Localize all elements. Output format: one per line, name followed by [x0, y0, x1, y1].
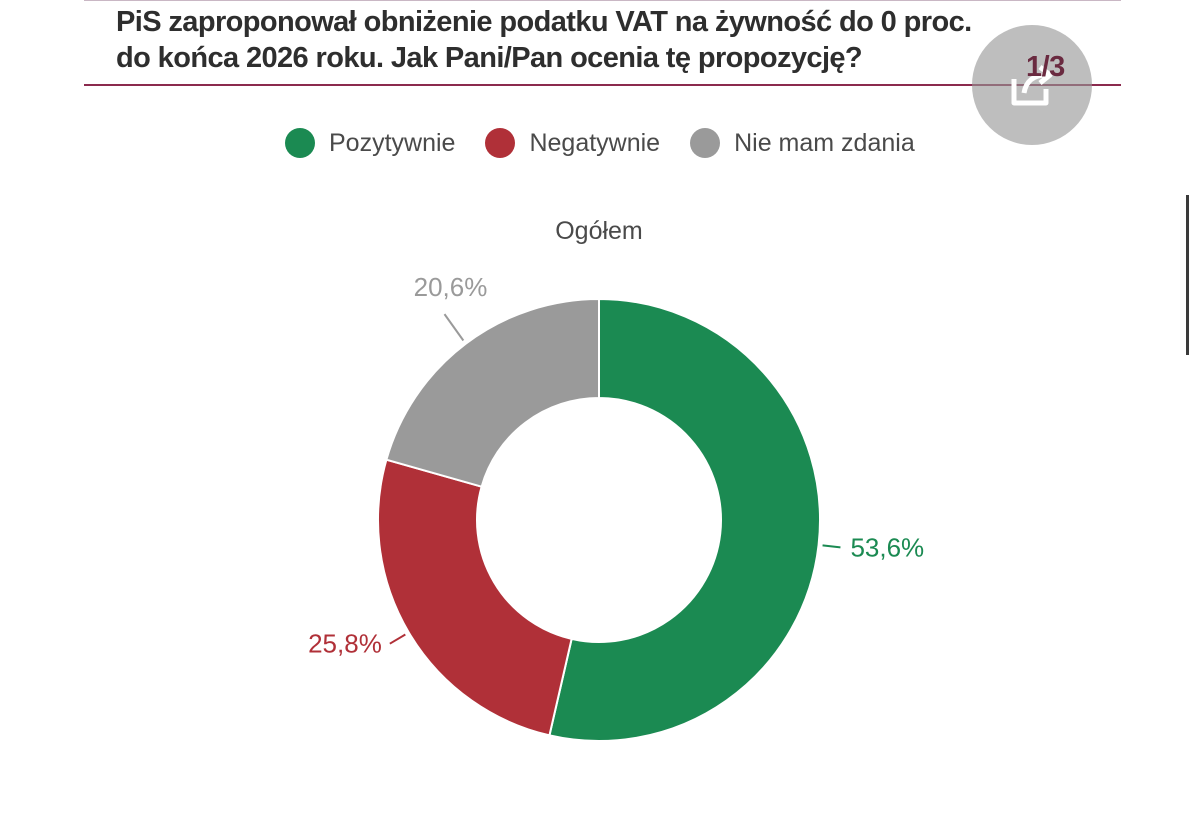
title-divider: [84, 84, 1121, 86]
slice-data-labels: 53,6% 25,8% 20,6%: [308, 272, 924, 659]
donut-slice-neutral: [385, 297, 600, 488]
leader-line-neutral: [443, 313, 465, 342]
share-button[interactable]: [972, 25, 1092, 145]
donut-slices: [377, 297, 821, 742]
top-divider: [84, 0, 1121, 1]
title-line-1: PiS zaproponował obniżenie podatku VAT n…: [116, 6, 972, 38]
leader-line-positive: [822, 544, 841, 549]
legend-label-positive: Pozytywnie: [329, 128, 456, 157]
legend-label-neutral: Nie mam zdania: [734, 128, 915, 157]
chart-title: PiS zaproponował obniżenie podatku VAT n…: [116, 4, 1036, 76]
legend-dot-positive: [285, 128, 315, 158]
legend-dot-neutral: [690, 128, 721, 158]
slide-counter: 1/3: [1026, 51, 1065, 83]
legend-item-neutral: Nie mam zdania: [690, 128, 915, 158]
legend-item-negative: Negatywnie: [485, 128, 660, 158]
legend-item-positive: Pozytywnie: [285, 128, 455, 158]
legend-dot-negative: [485, 128, 516, 158]
share-icon: [1011, 65, 1053, 106]
data-label-negative: 25,8%: [308, 629, 382, 659]
scrollbar-thumb[interactable]: [1186, 195, 1189, 355]
chart-legend: Pozytywnie Negatywnie Nie mam zdania: [285, 128, 945, 158]
chart-subtitle: Ogółem: [555, 217, 643, 245]
data-label-neutral: 20,6%: [414, 272, 488, 302]
slice-leader-lines: [389, 313, 841, 645]
title-line-2: do końca 2026 roku. Jak Pani/Pan ocenia …: [116, 42, 863, 74]
legend-label-negative: Negatywnie: [529, 128, 661, 157]
donut-slice-positive: [548, 297, 821, 742]
leader-line-negative: [389, 633, 406, 645]
donut-slice-negative: [377, 458, 573, 737]
data-label-positive: 53,6%: [850, 532, 924, 562]
